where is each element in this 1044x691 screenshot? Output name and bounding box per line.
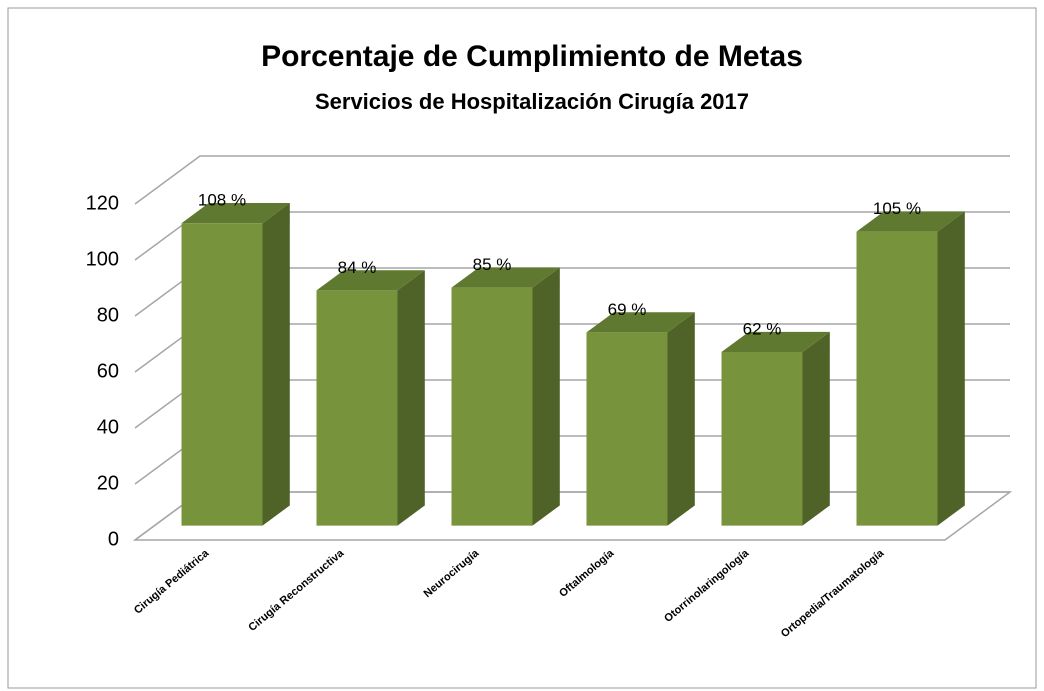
value-label: 85 % bbox=[473, 255, 512, 274]
bar-side bbox=[667, 312, 695, 526]
bar-top bbox=[721, 331, 830, 352]
bar bbox=[451, 267, 560, 526]
y-tick-label: 100 bbox=[86, 248, 119, 270]
y-tick-label: 20 bbox=[97, 472, 119, 494]
chart-subtitle: Servicios de Hospitalización Cirugía 201… bbox=[315, 89, 749, 114]
chart-title: Porcentaje de Cumplimiento de Metas bbox=[261, 40, 803, 73]
value-label: 108 % bbox=[198, 191, 246, 210]
value-label: 62 % bbox=[743, 319, 782, 338]
y-tick-label: 0 bbox=[108, 528, 119, 550]
bar-front bbox=[451, 287, 533, 526]
bar-top bbox=[316, 270, 425, 291]
bar bbox=[721, 331, 830, 526]
value-label: 69 % bbox=[608, 300, 647, 319]
bar bbox=[181, 203, 290, 526]
bar bbox=[586, 312, 695, 526]
y-tick-label: 60 bbox=[97, 360, 119, 382]
value-label: 84 % bbox=[338, 258, 377, 277]
bar-front bbox=[316, 290, 398, 526]
bar-top bbox=[181, 203, 290, 224]
bar-top bbox=[586, 312, 695, 333]
bar-front bbox=[586, 332, 668, 526]
bar-side bbox=[262, 203, 290, 526]
bar-top bbox=[451, 267, 560, 288]
bar-side bbox=[937, 211, 965, 526]
bar-front bbox=[856, 231, 938, 526]
bar bbox=[316, 270, 425, 526]
y-tick-label: 80 bbox=[97, 304, 119, 326]
bar-side bbox=[532, 267, 560, 526]
value-label: 105 % bbox=[873, 199, 921, 218]
bar-side bbox=[802, 331, 830, 526]
y-tick-label: 40 bbox=[97, 416, 119, 438]
bar-front bbox=[181, 223, 263, 526]
bar-front bbox=[721, 352, 803, 526]
bar-side bbox=[397, 270, 425, 526]
grid-line bbox=[134, 155, 1010, 205]
y-tick-label: 120 bbox=[86, 192, 119, 214]
bar bbox=[856, 211, 965, 526]
bar-top bbox=[856, 211, 965, 232]
